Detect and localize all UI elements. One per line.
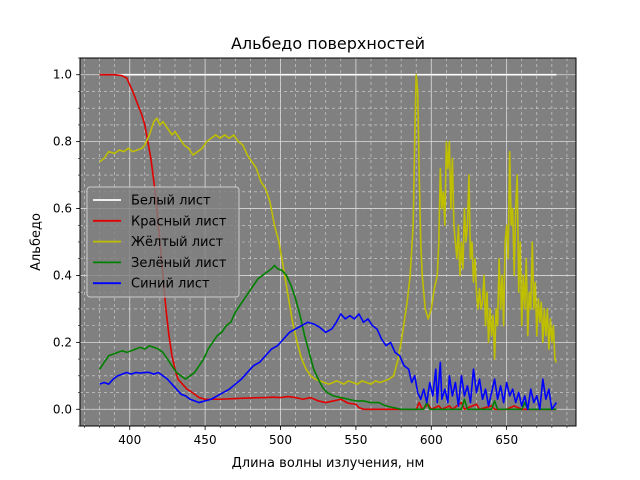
y-tick-label: 0.8 (53, 135, 72, 149)
y-tick-label: 0.2 (53, 335, 72, 349)
series-lines (98, 73, 558, 411)
chart-title: Альбедо поверхностей (231, 34, 425, 53)
legend-label-3: Жёлтый лист (131, 235, 224, 250)
legend-label-1: Белый лист (131, 194, 211, 209)
series-line-4 (98, 264, 557, 411)
y-tick-label: 1.0 (53, 68, 72, 82)
legend: Белый лист Красный лист Жёлтый лист Зелёный… (86, 186, 240, 298)
series-line-5 (99, 313, 558, 411)
x-tick-label: 500 (269, 433, 292, 447)
x-tick-label: 650 (495, 433, 518, 447)
x-axis: 400 450 500 550 600 650 (84, 426, 568, 447)
x-axis-label: Длина волны излучения, нм (232, 456, 425, 471)
series-line-3 (99, 73, 558, 385)
series-line-2 (99, 73, 557, 411)
y-tick-label: 0.4 (53, 268, 72, 282)
x-tick-label: 450 (194, 433, 217, 447)
y-tick-label: 0.0 (53, 402, 72, 416)
legend-label-2: Красный лист (131, 214, 227, 229)
x-tick-label: 550 (344, 433, 367, 447)
x-tick-label: 400 (118, 433, 141, 447)
legend-box (86, 186, 240, 298)
legend-label-5: Синий лист (131, 277, 210, 292)
y-axis: 0.0 0.2 0.4 0.6 0.8 1.0 (53, 57, 80, 427)
legend-label-4: Зелёный лист (131, 256, 227, 271)
y-tick-label: 0.6 (53, 202, 72, 216)
y-axis-label: Альбедо (29, 213, 44, 271)
x-tick-label: 600 (420, 433, 443, 447)
